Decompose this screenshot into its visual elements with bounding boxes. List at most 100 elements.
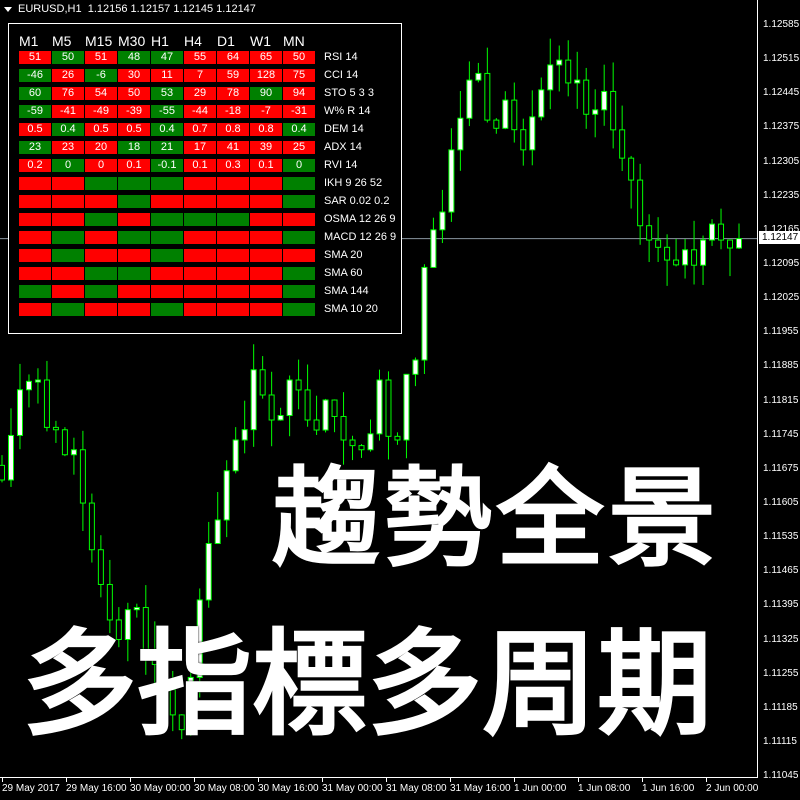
- indicator-cell: [151, 213, 183, 226]
- candle: [106, 559, 113, 634]
- bull-candle-body: [682, 249, 689, 266]
- indicator-cell: [19, 213, 51, 226]
- bull-candle-body: [34, 379, 41, 383]
- indicator-cell: 65: [250, 51, 282, 64]
- indicator-cell: -39: [118, 105, 150, 118]
- indicator-label: IKH 9 26 52: [324, 177, 383, 189]
- candle: [232, 427, 239, 474]
- candle: [475, 62, 482, 83]
- candle: [160, 639, 167, 712]
- time-tick-label: 29 May 16:00: [66, 783, 127, 794]
- indicator-cell: [52, 285, 84, 298]
- candle: [241, 400, 248, 454]
- time-tick-label: 2 Jun 00:00: [706, 783, 759, 794]
- price-tick-label: 1.11115: [763, 735, 797, 747]
- candle: [187, 666, 194, 736]
- bull-candle-body: [187, 676, 194, 731]
- candle: [511, 82, 518, 143]
- time-tick: [578, 778, 579, 782]
- bull-candle-body: [574, 79, 581, 84]
- bear-candle-body: [664, 246, 671, 261]
- candle: [394, 432, 401, 445]
- indicator-cell: [217, 213, 249, 226]
- bear-candle-body: [619, 129, 626, 159]
- price-tick-label: 1.11325: [763, 633, 799, 645]
- indicator-cell: [217, 195, 249, 208]
- indicator-cell: 50: [118, 87, 150, 100]
- indicator-cell: [151, 267, 183, 280]
- time-tick-label: 31 May 08:00: [386, 783, 447, 794]
- bear-candle-body: [142, 607, 149, 651]
- time-tick-label: 1 Jun 16:00: [642, 783, 695, 794]
- indicator-cell: 0.8: [217, 123, 249, 136]
- bear-candle-body: [610, 90, 617, 131]
- indicator-cell: 0: [52, 159, 84, 172]
- candle: [205, 521, 212, 608]
- indicator-cell: 51: [85, 51, 117, 64]
- candle: [376, 369, 383, 441]
- candle: [196, 588, 203, 698]
- candle: [412, 357, 419, 387]
- bear-candle-body: [565, 59, 572, 84]
- bull-candle-body: [124, 609, 131, 640]
- indicator-label: STO 5 3 3: [324, 87, 374, 99]
- indicator-cell: [283, 177, 315, 190]
- indicator-cell: 0.5: [19, 123, 51, 136]
- price-tick-label: 1.12235: [763, 189, 800, 201]
- bull-candle-body: [241, 429, 248, 441]
- indicator-cell: [217, 177, 249, 190]
- timeframe-header-m30: M30: [118, 33, 146, 49]
- indicator-cell: 54: [85, 87, 117, 100]
- bull-candle-body: [556, 59, 563, 66]
- price-tick-label: 1.12165: [763, 223, 800, 235]
- indicator-cell: 47: [151, 51, 183, 64]
- bull-candle-body: [466, 79, 473, 119]
- candle: [736, 223, 742, 250]
- indicator-cell: 50: [52, 51, 84, 64]
- time-tick: [66, 778, 67, 782]
- dropdown-triangle-icon[interactable]: [4, 6, 12, 12]
- indicator-cell: [52, 249, 84, 262]
- indicator-cell: [250, 177, 282, 190]
- indicator-label: CCI 14: [324, 69, 359, 81]
- time-tick: [2, 778, 3, 782]
- candle: [502, 91, 509, 130]
- bull-candle-body: [25, 380, 32, 391]
- indicator-cell: [184, 249, 216, 262]
- timeframe-header-m15: M15: [85, 33, 113, 49]
- timeframe-header-h1: H1: [151, 33, 169, 49]
- indicator-cell: 20: [85, 141, 117, 154]
- bear-candle-body: [268, 394, 275, 421]
- bull-candle-body: [700, 239, 707, 266]
- candle: [430, 217, 437, 268]
- indicator-cell: 53: [151, 87, 183, 100]
- indicator-label: SMA 10 20: [324, 303, 378, 315]
- bear-candle-body: [0, 464, 5, 481]
- indicator-label: DEM 14: [324, 123, 364, 135]
- time-tick-label: 30 May 16:00: [258, 783, 319, 794]
- indicator-cell: [151, 303, 183, 316]
- candle: [367, 419, 374, 452]
- indicator-label: ADX 14: [324, 141, 362, 153]
- time-tick-label: 29 May 2017: [2, 783, 60, 794]
- indicator-cell: [85, 231, 117, 244]
- bull-candle-body: [16, 389, 23, 436]
- indicator-cell: [19, 231, 51, 244]
- candle: [709, 219, 716, 246]
- indicator-cell: [85, 195, 117, 208]
- bull-candle-body: [592, 109, 599, 115]
- indicator-cell: -49: [85, 105, 117, 118]
- bear-candle-body: [43, 379, 50, 428]
- candle: [133, 603, 140, 618]
- bear-candle-body: [169, 689, 176, 716]
- indicator-cell: [85, 303, 117, 316]
- indicator-cell: [250, 231, 282, 244]
- time-tick-label: 31 May 00:00: [322, 783, 383, 794]
- bull-candle-body: [403, 373, 410, 441]
- bear-candle-body: [358, 445, 365, 451]
- indicator-cell: 41: [217, 141, 249, 154]
- indicator-cell: [184, 231, 216, 244]
- bull-candle-body: [196, 599, 203, 678]
- bull-candle-body: [412, 359, 419, 375]
